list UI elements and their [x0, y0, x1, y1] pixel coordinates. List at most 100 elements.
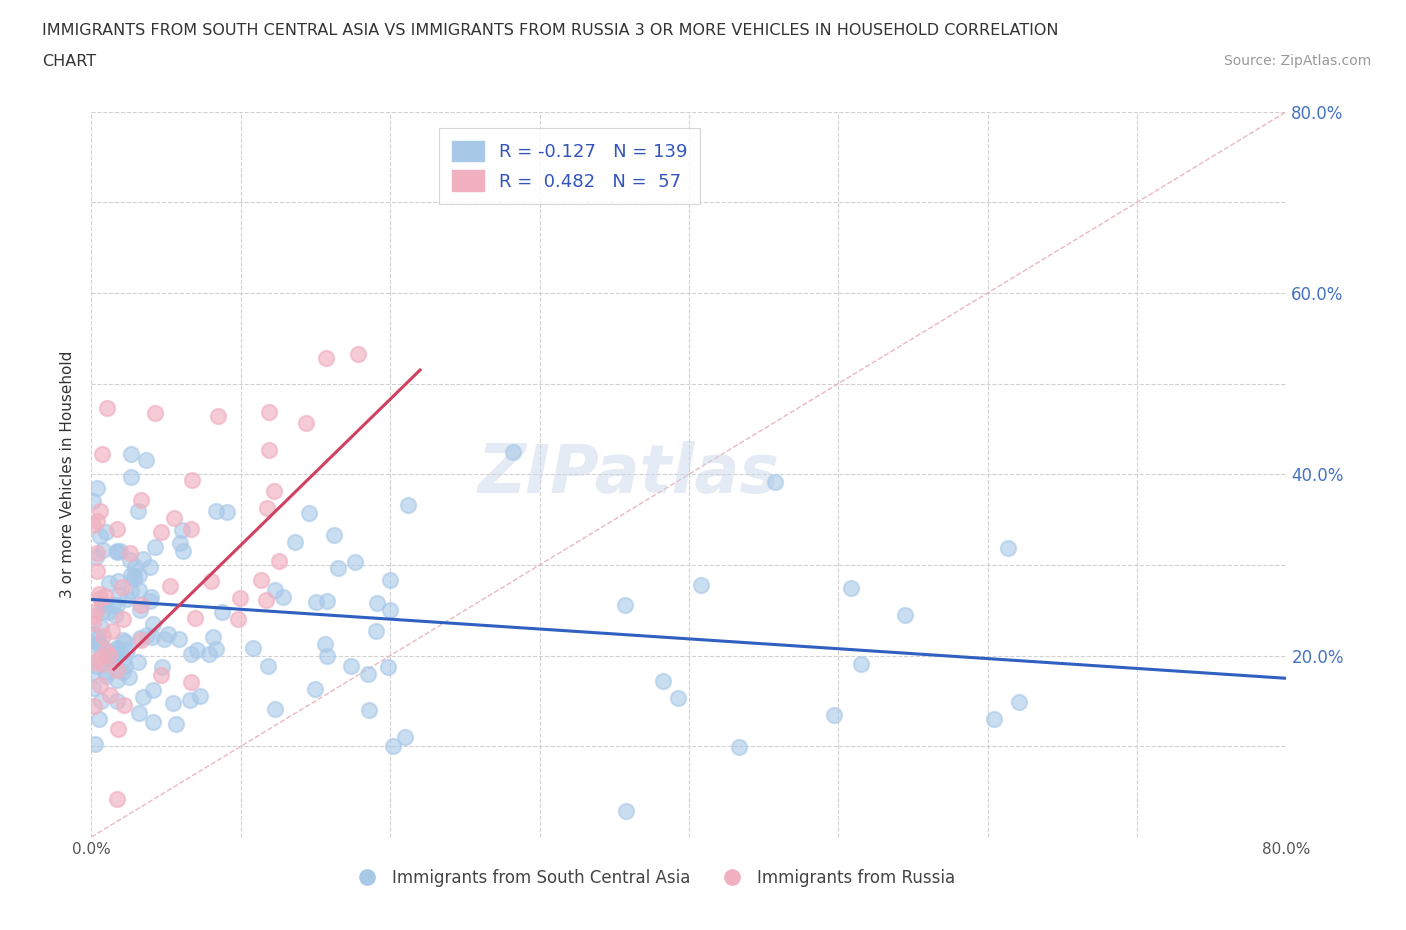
Point	[150, 659, 173, 674]
Point	[94, 589, 117, 604]
Point	[1008, 695, 1031, 710]
Point	[997, 540, 1019, 555]
Point	[120, 446, 142, 461]
Point	[118, 545, 141, 560]
Point	[105, 522, 128, 537]
Point	[98, 687, 121, 702]
Point	[120, 469, 142, 484]
Point	[91, 542, 114, 557]
Point	[87, 631, 110, 646]
Point	[129, 631, 152, 645]
Point	[104, 607, 127, 622]
Point	[129, 493, 152, 508]
Point	[173, 543, 195, 558]
Point	[104, 643, 127, 658]
Point	[689, 578, 711, 592]
Point	[129, 598, 152, 613]
Point	[264, 701, 287, 716]
Point	[112, 612, 135, 627]
Point	[142, 714, 165, 729]
Point	[96, 401, 118, 416]
Point	[91, 604, 114, 619]
Point	[139, 593, 162, 608]
Point	[180, 674, 202, 689]
Point	[82, 493, 104, 508]
Point	[305, 594, 328, 609]
Point	[143, 405, 166, 420]
Point	[666, 690, 689, 705]
Point	[90, 619, 112, 634]
Point	[94, 644, 117, 658]
Point	[823, 707, 845, 722]
Point	[101, 624, 124, 639]
Point	[200, 573, 222, 588]
Point	[142, 683, 165, 698]
Point	[84, 550, 107, 565]
Point	[89, 529, 111, 544]
Point	[94, 525, 117, 539]
Point	[254, 592, 277, 607]
Point	[614, 804, 637, 818]
Point	[82, 518, 104, 533]
Point	[359, 702, 381, 717]
Point	[228, 612, 250, 627]
Point	[83, 654, 105, 669]
Point	[82, 616, 104, 631]
Point	[86, 481, 108, 496]
Point	[242, 641, 264, 656]
Point	[378, 573, 401, 588]
Point	[377, 659, 399, 674]
Point	[98, 575, 121, 590]
Point	[94, 664, 117, 679]
Point	[105, 672, 128, 687]
Point	[315, 648, 337, 663]
Point	[90, 694, 112, 709]
Point	[150, 525, 173, 539]
Point	[135, 453, 157, 468]
Point	[322, 527, 344, 542]
Point	[87, 634, 110, 649]
Point	[89, 504, 111, 519]
Point	[207, 409, 229, 424]
Point	[366, 595, 388, 610]
Point	[120, 567, 142, 582]
Point	[117, 591, 139, 606]
Point	[84, 604, 107, 618]
Point	[132, 690, 155, 705]
Point	[86, 546, 108, 561]
Point	[271, 590, 294, 604]
Point	[128, 582, 150, 597]
Point	[107, 574, 129, 589]
Point	[188, 688, 211, 703]
Point	[149, 668, 172, 683]
Point	[181, 472, 204, 487]
Point	[90, 657, 112, 671]
Point	[98, 651, 121, 666]
Point	[180, 522, 202, 537]
Point	[297, 506, 319, 521]
Point	[87, 711, 110, 726]
Point	[105, 641, 128, 656]
Point	[380, 603, 402, 618]
Point	[84, 737, 107, 751]
Point	[114, 634, 136, 649]
Text: IMMIGRANTS FROM SOUTH CENTRAL ASIA VS IMMIGRANTS FROM RUSSIA 3 OR MORE VEHICLES : IMMIGRANTS FROM SOUTH CENTRAL ASIA VS IM…	[42, 23, 1059, 38]
Point	[98, 648, 121, 663]
Point	[93, 652, 115, 667]
Point	[179, 693, 201, 708]
Point	[111, 652, 134, 667]
Point	[894, 607, 917, 622]
Point	[201, 630, 224, 644]
Point	[127, 503, 149, 518]
Point	[157, 626, 180, 641]
Point	[263, 582, 285, 597]
Point	[111, 579, 134, 594]
Point	[314, 637, 336, 652]
Point	[107, 722, 129, 737]
Point	[108, 588, 131, 603]
Point	[343, 554, 366, 569]
Point	[108, 544, 131, 559]
Point	[613, 598, 636, 613]
Point	[198, 646, 221, 661]
Point	[122, 569, 145, 584]
